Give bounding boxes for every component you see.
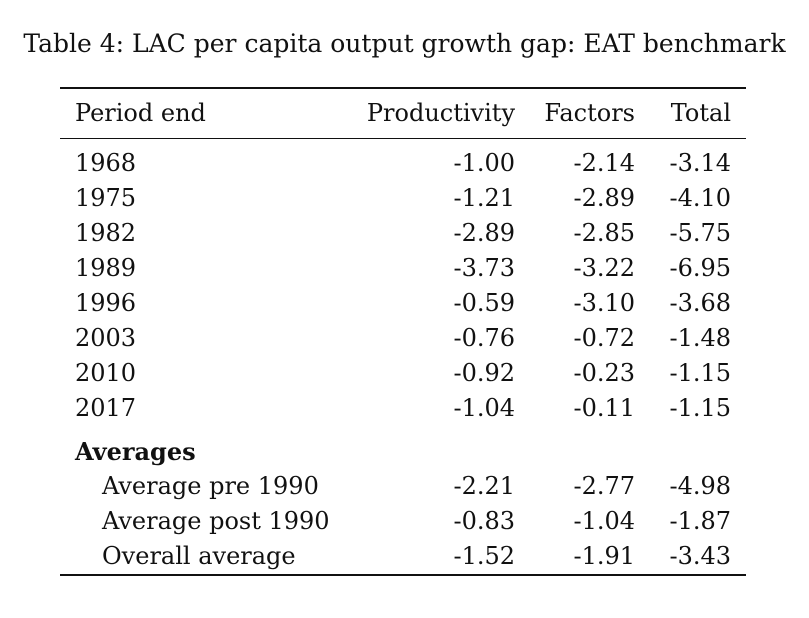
factors-cell: -0.72 [573, 324, 635, 352]
table-caption: Table 4: LAC per capita output growth ga… [23, 29, 786, 58]
factors-cell: -3.22 [573, 254, 635, 282]
average-label-cell: Average pre 1990 [102, 472, 319, 500]
table-row: 1996 -0.59 -3.10 -3.68 [60, 286, 746, 321]
average-label-cell: Overall average [102, 542, 296, 570]
period-cell: 1982 [75, 219, 137, 247]
total-cell: -6.95 [669, 254, 731, 282]
period-cell: 1996 [75, 289, 137, 317]
productivity-cell: -1.00 [453, 149, 515, 177]
table-row: Average pre 1990 -2.21 -2.77 -4.98 [60, 469, 746, 504]
factors-cell: -2.14 [573, 149, 635, 177]
factors-cell: -2.77 [573, 472, 635, 500]
productivity-cell: -0.76 [453, 324, 515, 352]
productivity-cell: -1.04 [453, 394, 515, 422]
total-cell: -3.68 [669, 289, 731, 317]
productivity-cell: -1.52 [453, 542, 515, 570]
factors-cell: -3.10 [573, 289, 635, 317]
total-cell: -4.98 [669, 472, 731, 500]
averages-heading: Averages [75, 437, 196, 466]
period-cell: 2003 [75, 324, 137, 352]
factors-cell: -0.11 [573, 394, 635, 422]
header-productivity: Productivity [366, 99, 515, 127]
growth-gap-table: Period end Productivity Factors Total 19… [60, 87, 746, 576]
period-cell: 1989 [75, 254, 137, 282]
total-cell: -5.75 [669, 219, 731, 247]
average-label-cell: Average post 1990 [102, 507, 330, 535]
table-row: 1975 -1.21 -2.89 -4.10 [60, 181, 746, 216]
table-row: 1982 -2.89 -2.85 -5.75 [60, 216, 746, 251]
header-period-end: Period end [75, 99, 206, 127]
table-row: 1968 -1.00 -2.14 -3.14 [60, 146, 746, 181]
table-row: Overall average -1.52 -1.91 -3.43 [60, 539, 746, 574]
table-row: 2003 -0.76 -0.72 -1.48 [60, 321, 746, 356]
header-total: Total [670, 99, 731, 127]
factors-cell: -2.89 [573, 184, 635, 212]
productivity-cell: -0.83 [453, 507, 515, 535]
factors-cell: -1.04 [573, 507, 635, 535]
header-rule [60, 138, 746, 139]
averages-section-row: Averages [60, 434, 746, 469]
table-row: 1989 -3.73 -3.22 -6.95 [60, 251, 746, 286]
productivity-cell: -2.89 [453, 219, 515, 247]
table-row: 2017 -1.04 -0.11 -1.15 [60, 391, 746, 426]
period-cell: 1975 [75, 184, 137, 212]
top-rule [60, 87, 746, 89]
factors-cell: -0.23 [573, 359, 635, 387]
total-cell: -1.15 [669, 359, 731, 387]
bottom-rule [60, 574, 746, 576]
productivity-cell: -3.73 [453, 254, 515, 282]
total-cell: -1.48 [669, 324, 731, 352]
table-row: 2010 -0.92 -0.23 -1.15 [60, 356, 746, 391]
productivity-cell: -1.21 [453, 184, 515, 212]
total-cell: -3.43 [669, 542, 731, 570]
total-cell: -4.10 [669, 184, 731, 212]
table-row: Average post 1990 -0.83 -1.04 -1.87 [60, 504, 746, 539]
header-factors: Factors [544, 99, 635, 127]
productivity-cell: -0.59 [453, 289, 515, 317]
factors-cell: -1.91 [573, 542, 635, 570]
total-cell: -3.14 [669, 149, 731, 177]
productivity-cell: -2.21 [453, 472, 515, 500]
total-cell: -1.15 [669, 394, 731, 422]
period-cell: 2017 [75, 394, 137, 422]
total-cell: -1.87 [669, 507, 731, 535]
table-header-row: Period end Productivity Factors Total [60, 89, 746, 138]
productivity-cell: -0.92 [453, 359, 515, 387]
factors-cell: -2.85 [573, 219, 635, 247]
period-cell: 1968 [75, 149, 137, 177]
period-cell: 2010 [75, 359, 137, 387]
